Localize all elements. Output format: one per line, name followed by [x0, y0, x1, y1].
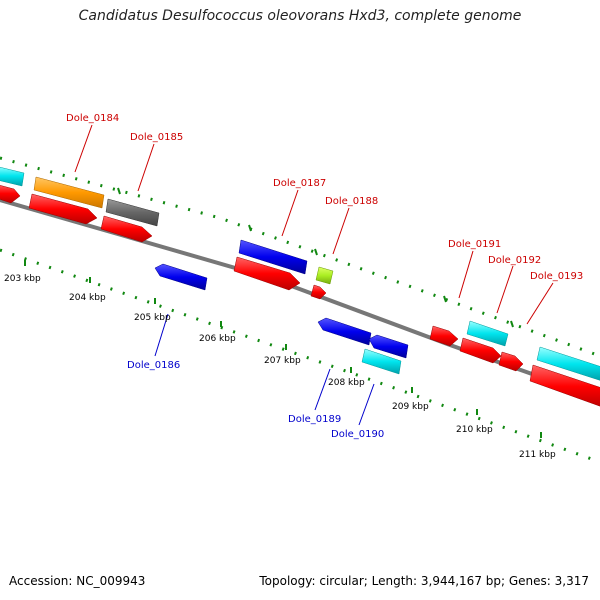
gene-feature-cyan[interactable] [466, 320, 509, 347]
bottom-leader-lines [154, 313, 375, 426]
gene-arrow-red[interactable] [498, 351, 524, 372]
gene-label-bottom[interactable]: Dole_0190 [331, 429, 384, 440]
kbp-label: 204 kbp [69, 293, 106, 303]
kbp-label: 209 kbp [392, 402, 429, 412]
gene-label-top[interactable]: Dole_0193 [530, 271, 583, 282]
gene-feature-cyan[interactable] [0, 166, 25, 187]
inner-tick-track [0, 248, 600, 464]
gene-feature-orange[interactable] [33, 176, 105, 209]
outer-strand-features [0, 166, 600, 408]
kbp-label: 211 kbp [519, 450, 556, 460]
gene-feature-cyan[interactable] [361, 348, 402, 375]
gene-arrow-blue[interactable] [317, 317, 372, 346]
map-title: Candidatus Desulfococcus oleovorans Hxd3… [78, 8, 522, 24]
gene-label-top[interactable]: Dole_0185 [130, 132, 183, 143]
kbp-label: 206 kbp [199, 334, 236, 344]
gene-feature-blue[interactable] [238, 239, 308, 275]
gene-arrow-blue[interactable] [154, 263, 208, 291]
inner-strand-features [154, 263, 409, 375]
gene-arrow-red[interactable] [0, 184, 21, 204]
gene-label-bottom[interactable]: Dole_0189 [288, 414, 341, 425]
gene-label-top[interactable]: Dole_0187 [273, 178, 326, 189]
gene-label-top[interactable]: Dole_0184 [66, 113, 119, 124]
outer-major-ticks [117, 187, 514, 328]
kbp-major-ticks [24, 260, 542, 438]
top-leader-lines [74, 124, 554, 325]
genome-summary-text: Topology: circular; Length: 3,944,167 bp… [259, 574, 589, 588]
gene-label-top[interactable]: Dole_0188 [325, 196, 378, 207]
kbp-label: 205 kbp [134, 313, 171, 323]
gene-label-top[interactable]: Dole_0191 [448, 239, 501, 250]
gene-feature-cyan[interactable] [536, 346, 600, 381]
gene-arrow-blue[interactable] [368, 334, 409, 359]
kbp-labels: 203 kbp 204 kbp 205 kbp 206 kbp 207 kbp … [4, 274, 556, 460]
bottom-gene-labels: Dole_0186 Dole_0189 Dole_0190 [127, 360, 384, 440]
gene-arrow-red[interactable] [310, 284, 327, 300]
kbp-label: 203 kbp [4, 274, 41, 284]
gene-arrow-red[interactable] [233, 256, 301, 291]
gene-arrow-red[interactable] [459, 337, 502, 364]
kbp-label: 208 kbp [328, 378, 365, 388]
kbp-label: 210 kbp [456, 425, 493, 435]
gene-arrow-red[interactable] [429, 325, 459, 347]
gene-label-top[interactable]: Dole_0192 [488, 255, 541, 266]
gene-label-bottom[interactable]: Dole_0186 [127, 360, 180, 371]
gene-arrow-red[interactable] [100, 215, 153, 243]
gene-arrow-red[interactable] [529, 364, 600, 408]
top-gene-labels: Dole_0184 Dole_0185 Dole_0187 Dole_0188 … [66, 113, 583, 282]
kbp-label: 207 kbp [264, 356, 301, 366]
accession-text: Accession: NC_009943 [9, 574, 146, 588]
gene-feature-lime[interactable] [315, 266, 334, 285]
gene-feature-gray[interactable] [105, 198, 160, 227]
gene-arrow-red[interactable] [28, 193, 98, 225]
